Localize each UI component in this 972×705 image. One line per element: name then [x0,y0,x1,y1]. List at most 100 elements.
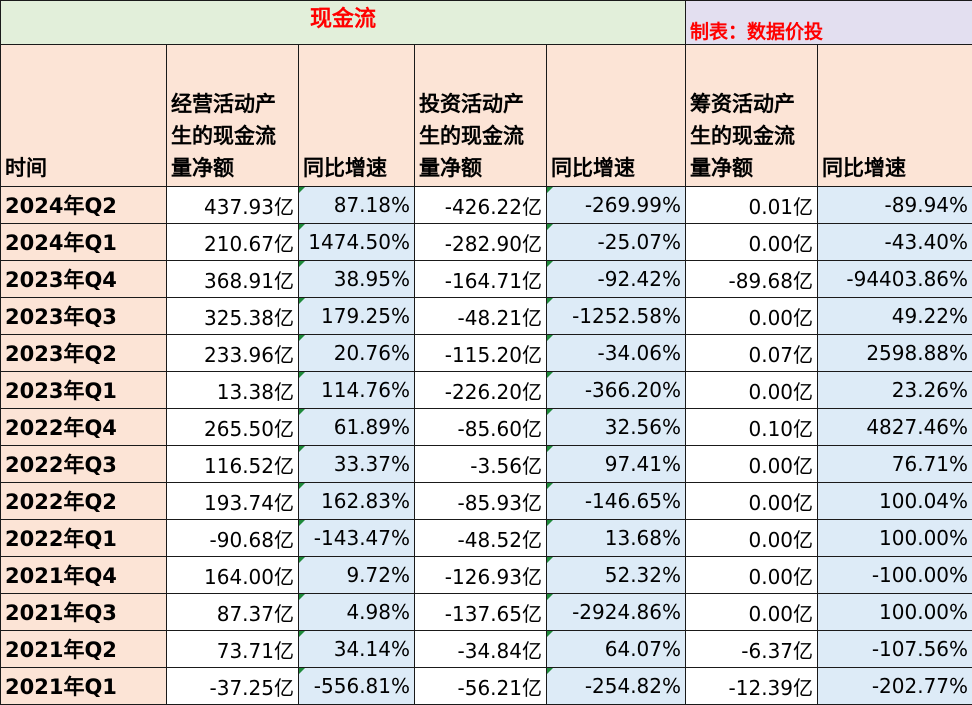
header-operating-yoy[interactable]: 同比增速 [299,45,415,187]
financing-cell[interactable]: 0.07亿 [686,335,818,372]
investing-yoy-cell[interactable]: 32.56% [547,409,686,446]
financing-cell[interactable]: 0.00亿 [686,372,818,409]
financing-yoy-cell[interactable]: -202.77% [818,668,972,705]
operating-cell[interactable]: 87.37亿 [167,594,299,631]
operating-yoy-cell[interactable]: 114.76% [299,372,415,409]
period-cell[interactable]: 2021年Q3 [1,594,167,631]
financing-cell[interactable]: 0.00亿 [686,520,818,557]
header-financing-yoy[interactable]: 同比增速 [818,45,972,187]
financing-yoy-cell[interactable]: -43.40% [818,224,972,261]
financing-cell[interactable]: 0.00亿 [686,594,818,631]
header-investing[interactable]: 投资活动产生的现金流量净额 [415,45,547,187]
financing-yoy-cell[interactable]: 2598.88% [818,335,972,372]
financing-yoy-cell[interactable]: -94403.86% [818,261,972,298]
financing-cell[interactable]: -12.39亿 [686,668,818,705]
header-operating[interactable]: 经营活动产生的现金流量净额 [167,45,299,187]
financing-yoy-cell[interactable]: -100.00% [818,557,972,594]
period-cell[interactable]: 2022年Q1 [1,520,167,557]
header-period[interactable]: 时间 [1,45,167,187]
investing-cell[interactable]: -48.21亿 [415,298,547,335]
period-cell[interactable]: 2023年Q4 [1,261,167,298]
operating-cell[interactable]: 233.96亿 [167,335,299,372]
period-cell[interactable]: 2021年Q2 [1,631,167,668]
financing-cell[interactable]: 0.00亿 [686,446,818,483]
period-cell[interactable]: 2024年Q1 [1,224,167,261]
operating-cell[interactable]: 116.52亿 [167,446,299,483]
header-investing-yoy[interactable]: 同比增速 [547,45,686,187]
investing-yoy-cell[interactable]: -146.65% [547,483,686,520]
operating-cell[interactable]: -90.68亿 [167,520,299,557]
financing-yoy-cell[interactable]: 76.71% [818,446,972,483]
investing-cell[interactable]: -282.90亿 [415,224,547,261]
operating-cell[interactable]: 325.38亿 [167,298,299,335]
financing-cell[interactable]: 0.00亿 [686,224,818,261]
operating-cell[interactable]: 368.91亿 [167,261,299,298]
investing-cell[interactable]: -426.22亿 [415,187,547,224]
operating-yoy-cell[interactable]: 1474.50% [299,224,415,261]
investing-cell[interactable]: -115.20亿 [415,335,547,372]
operating-cell[interactable]: 13.38亿 [167,372,299,409]
financing-cell[interactable]: 0.00亿 [686,557,818,594]
investing-cell[interactable]: -56.21亿 [415,668,547,705]
period-cell[interactable]: 2022年Q3 [1,446,167,483]
investing-yoy-cell[interactable]: -25.07% [547,224,686,261]
period-cell[interactable]: 2022年Q2 [1,483,167,520]
operating-yoy-cell[interactable]: 38.95% [299,261,415,298]
period-cell[interactable]: 2022年Q4 [1,409,167,446]
financing-yoy-cell[interactable]: -89.94% [818,187,972,224]
period-cell[interactable]: 2021年Q1 [1,668,167,705]
financing-yoy-cell[interactable]: 49.22% [818,298,972,335]
investing-cell[interactable]: -164.71亿 [415,261,547,298]
operating-yoy-cell[interactable]: 9.72% [299,557,415,594]
operating-yoy-cell[interactable]: 162.83% [299,483,415,520]
table-title[interactable]: 现金流 [1,1,686,45]
investing-cell[interactable]: -85.60亿 [415,409,547,446]
operating-cell[interactable]: -37.25亿 [167,668,299,705]
operating-cell[interactable]: 73.71亿 [167,631,299,668]
operating-cell[interactable]: 437.93亿 [167,187,299,224]
financing-cell[interactable]: 0.10亿 [686,409,818,446]
investing-yoy-cell[interactable]: -34.06% [547,335,686,372]
investing-cell[interactable]: -126.93亿 [415,557,547,594]
financing-yoy-cell[interactable]: 100.00% [818,594,972,631]
investing-cell[interactable]: -226.20亿 [415,372,547,409]
investing-cell[interactable]: -48.52亿 [415,520,547,557]
investing-yoy-cell[interactable]: -254.82% [547,668,686,705]
period-cell[interactable]: 2023年Q2 [1,335,167,372]
financing-yoy-cell[interactable]: 23.26% [818,372,972,409]
investing-cell[interactable]: -34.84亿 [415,631,547,668]
investing-cell[interactable]: -137.65亿 [415,594,547,631]
financing-cell[interactable]: -89.68亿 [686,261,818,298]
investing-yoy-cell[interactable]: 64.07% [547,631,686,668]
investing-yoy-cell[interactable]: -2924.86% [547,594,686,631]
operating-yoy-cell[interactable]: 34.14% [299,631,415,668]
period-cell[interactable]: 2023年Q1 [1,372,167,409]
operating-yoy-cell[interactable]: 20.76% [299,335,415,372]
period-cell[interactable]: 2023年Q3 [1,298,167,335]
financing-yoy-cell[interactable]: -107.56% [818,631,972,668]
period-cell[interactable]: 2024年Q2 [1,187,167,224]
financing-cell[interactable]: 0.00亿 [686,483,818,520]
investing-cell[interactable]: -3.56亿 [415,446,547,483]
period-cell[interactable]: 2021年Q4 [1,557,167,594]
investing-cell[interactable]: -85.93亿 [415,483,547,520]
operating-yoy-cell[interactable]: 61.89% [299,409,415,446]
operating-yoy-cell[interactable]: 179.25% [299,298,415,335]
table-credit[interactable]: 制表：数据价投 [686,1,972,45]
operating-yoy-cell[interactable]: -143.47% [299,520,415,557]
operating-cell[interactable]: 193.74亿 [167,483,299,520]
financing-yoy-cell[interactable]: 100.04% [818,483,972,520]
financing-cell[interactable]: -6.37亿 [686,631,818,668]
investing-yoy-cell[interactable]: -269.99% [547,187,686,224]
financing-yoy-cell[interactable]: 4827.46% [818,409,972,446]
operating-cell[interactable]: 164.00亿 [167,557,299,594]
investing-yoy-cell[interactable]: -92.42% [547,261,686,298]
investing-yoy-cell[interactable]: 52.32% [547,557,686,594]
investing-yoy-cell[interactable]: -1252.58% [547,298,686,335]
operating-cell[interactable]: 265.50亿 [167,409,299,446]
investing-yoy-cell[interactable]: -366.20% [547,372,686,409]
header-financing[interactable]: 筹资活动产生的现金流量净额 [686,45,818,187]
financing-cell[interactable]: 0.00亿 [686,298,818,335]
operating-yoy-cell[interactable]: -556.81% [299,668,415,705]
operating-yoy-cell[interactable]: 87.18% [299,187,415,224]
